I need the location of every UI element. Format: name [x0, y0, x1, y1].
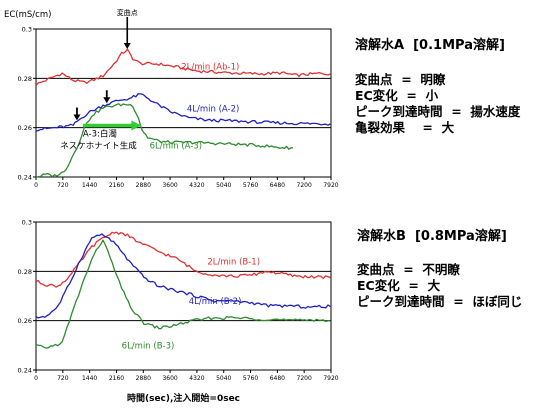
x-tick-label: 5760 [243, 182, 258, 189]
series-label: 6L/min (A-3) [150, 142, 202, 152]
x-tick-label: 7200 [297, 182, 312, 189]
panel-a-line-1: 変曲点 = 明瞭 [355, 72, 446, 87]
x-tick-label: 7920 [323, 182, 338, 189]
y-tick-label: 0.24 [18, 367, 32, 375]
x-tick-label: 4320 [189, 182, 204, 189]
x-tick-label: 6480 [270, 182, 285, 189]
x-tick-label: 3600 [162, 182, 177, 189]
x-tick-label: 5040 [216, 375, 231, 382]
x-tick-label: 7920 [323, 375, 338, 382]
annotation-text: A-3:白濁 [83, 128, 117, 139]
panel-a-line-3: ピーク到達時間 = 揚水速度 [355, 104, 521, 119]
series-line [35, 239, 331, 349]
series-label: 2L/min (Ab-1) [181, 63, 239, 73]
x-tick-label: 2160 [109, 182, 124, 189]
series-label: 4L/min (A-2) [187, 105, 239, 115]
x-tick-label: 0 [34, 182, 38, 189]
panel-b-line-2: EC変化 = 大 [357, 278, 441, 293]
chart-bottom: 0.24 0.26 0.28 0.3 0 720 1440 2160 2880 3600 4320 5… [18, 219, 339, 405]
y-tick-label: 0.26 [18, 124, 32, 132]
x-tick-label: 720 [57, 182, 69, 189]
panel-a-line-4: 亀裂効果 = 大 [355, 120, 455, 135]
series-line [35, 233, 331, 319]
x-tick-label: 5040 [216, 182, 231, 189]
panel-b-line-1: 変曲点 = 不明瞭 [357, 262, 460, 277]
series-label: 6L/min (B-3) [122, 341, 175, 351]
series-line [35, 103, 294, 179]
y-tick-label: 0.28 [18, 75, 32, 83]
x-axis-label: 時間(sec),注入開始=0sec [127, 392, 240, 404]
annotation-green-arrow-head [131, 120, 142, 131]
plot-frame [35, 28, 332, 178]
y-tick-label: 0.24 [18, 174, 32, 182]
series-line [35, 231, 331, 288]
y-tick-label: 0.28 [18, 268, 32, 276]
x-tick-label: 1440 [82, 375, 97, 382]
panel-b-title: 溶解水B [0.8MPa溶解] [357, 229, 507, 244]
annotation-arrow-head [103, 97, 111, 104]
series-label: 2L/min (B-1) [207, 258, 260, 268]
y-tick-label: 0.3 [22, 219, 32, 227]
y-tick-label: 0.3 [22, 26, 32, 34]
annotation-arrow-head [73, 114, 81, 121]
x-tick-label: 720 [57, 375, 69, 382]
x-tick-label: 5760 [243, 375, 258, 382]
plot-frame [35, 221, 332, 371]
y-axis-label: EC(mS/cm) [4, 10, 51, 20]
annotation-label: 変曲点 [117, 8, 138, 17]
series-line [35, 93, 331, 132]
annotation-text: ネスケホナイト生成 [60, 140, 137, 151]
annotation-arrow-head [123, 42, 131, 49]
y-tick-label: 0.26 [18, 317, 32, 325]
panel-a-title: 溶解水A [0.1MPa溶解] [355, 38, 505, 53]
panel-b-line-3: ピーク到達時間 = ほぼ同じ [357, 294, 523, 309]
series-label: 4L/min (B-2) [189, 297, 242, 307]
series-line [35, 48, 331, 86]
x-tick-label: 0 [34, 375, 38, 382]
x-tick-label: 2160 [109, 375, 124, 382]
x-tick-label: 4320 [189, 375, 204, 382]
panel-a-line-2: EC変化 = 小 [355, 88, 439, 103]
chart-top: 0.24 0.26 0.28 0.3 0 720 1440 2160 2880 3600 4320 5… [4, 8, 339, 189]
x-tick-label: 2880 [136, 375, 151, 382]
x-tick-label: 6480 [270, 375, 285, 382]
x-tick-label: 7200 [297, 375, 312, 382]
x-tick-label: 1440 [82, 182, 97, 189]
x-tick-label: 3600 [162, 375, 177, 382]
x-tick-label: 2880 [136, 182, 151, 189]
